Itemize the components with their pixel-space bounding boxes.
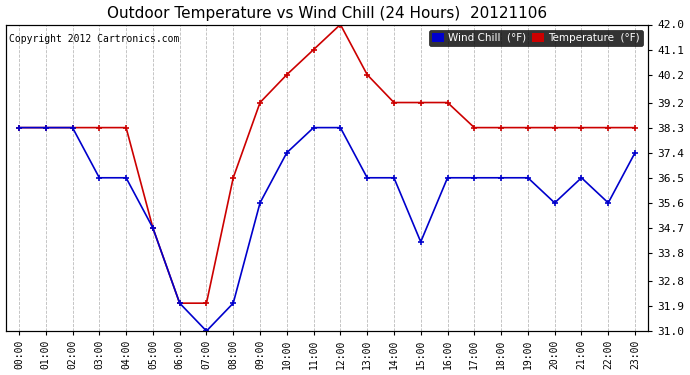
Text: Copyright 2012 Cartronics.com: Copyright 2012 Cartronics.com bbox=[9, 34, 179, 44]
Title: Outdoor Temperature vs Wind Chill (24 Hours)  20121106: Outdoor Temperature vs Wind Chill (24 Ho… bbox=[107, 6, 547, 21]
Legend: Wind Chill  (°F), Temperature  (°F): Wind Chill (°F), Temperature (°F) bbox=[428, 30, 643, 46]
